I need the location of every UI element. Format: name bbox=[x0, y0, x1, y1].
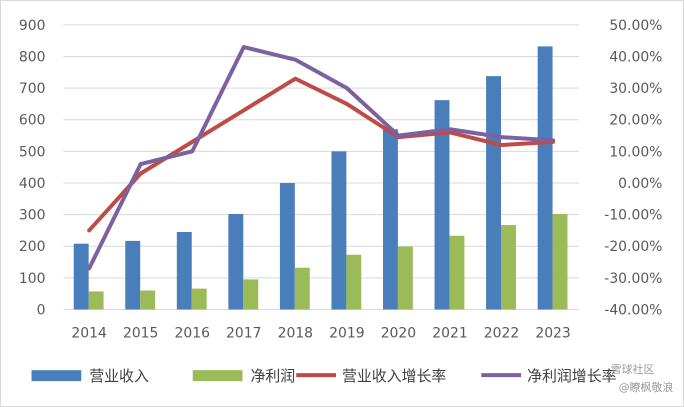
bar-net-profit bbox=[346, 254, 362, 310]
bar-net-profit bbox=[88, 291, 104, 310]
bar-series bbox=[73, 46, 568, 310]
bar-net-profit bbox=[552, 213, 568, 310]
left-axis-tick-label: 200 bbox=[19, 239, 46, 255]
bar-revenue bbox=[434, 100, 450, 310]
line-net-profit-growth bbox=[87, 45, 556, 271]
left-axis-tick-label: 400 bbox=[19, 176, 46, 192]
x-axis-tick-label: 2019 bbox=[329, 325, 364, 341]
x-axis-tick-label: 2021 bbox=[432, 325, 467, 341]
left-axis-tick-label: 600 bbox=[19, 113, 46, 129]
right-axis-tick-label: 40.00% bbox=[609, 49, 662, 65]
legend-item-net-profit-label: 净利润 bbox=[250, 367, 295, 385]
bar-net-profit bbox=[191, 288, 207, 310]
bar-net-profit bbox=[243, 279, 259, 310]
watermark-line2: @瞭枫敬浪 bbox=[619, 380, 674, 394]
bar-revenue bbox=[176, 232, 192, 310]
right-axis-tick-label: -30.00% bbox=[604, 271, 662, 287]
legend-item-revenue-growth-label: 营业收入增长率 bbox=[342, 367, 446, 385]
x-axis-tick-labels: 2014 2015 2016 2017 2018 2019 2020 2021 2022 2023 bbox=[71, 325, 570, 341]
left-axis-tick-label: 900 bbox=[19, 18, 46, 34]
watermark: 雪球社区 @瞭枫敬浪 bbox=[611, 362, 674, 394]
left-axis-tick-label: 500 bbox=[19, 144, 46, 160]
right-axis-tick-label: 10.00% bbox=[609, 144, 662, 160]
right-axis-tick-label: -10.00% bbox=[604, 208, 662, 224]
left-axis-tick-labels: 0 100 200 300 400 500 600 700 800 900 bbox=[19, 18, 46, 319]
legend: 营业收入 净利润 营业收入增长率 净利润增长率 bbox=[31, 367, 617, 385]
right-axis-tick-label: 20.00% bbox=[609, 113, 662, 129]
x-axis-tick-label: 2022 bbox=[484, 325, 519, 341]
bar-revenue bbox=[279, 182, 295, 310]
bar-revenue bbox=[125, 240, 141, 310]
bar-revenue bbox=[73, 243, 89, 310]
left-axis-tick-label: 300 bbox=[19, 208, 46, 224]
bar-revenue bbox=[228, 213, 244, 310]
legend-item-net-profit-swatch bbox=[192, 370, 243, 382]
legend-item-net-profit-growth-label: 净利润增长率 bbox=[527, 367, 617, 385]
right-axis-tick-label: 30.00% bbox=[609, 81, 662, 97]
left-axis-tick-label: 0 bbox=[37, 302, 46, 318]
bar-net-profit bbox=[449, 235, 465, 310]
right-axis-tick-label: 50.00% bbox=[609, 18, 662, 34]
bar-revenue bbox=[486, 76, 502, 310]
right-axis-tick-labels: -40.00% -30.00% -20.00% -10.00% 0.00% 10.00% 2… bbox=[604, 18, 662, 319]
bar-net-profit bbox=[501, 225, 516, 310]
left-axis-tick-label: 700 bbox=[19, 81, 46, 97]
left-axis-tick-label: 800 bbox=[19, 49, 46, 65]
watermark-line1: 雪球社区 bbox=[611, 362, 655, 376]
gridlines bbox=[63, 24, 579, 310]
x-axis-tick-label: 2023 bbox=[535, 325, 570, 341]
x-axis-tick-label: 2016 bbox=[175, 325, 210, 341]
legend-item-revenue-label: 营业收入 bbox=[89, 367, 149, 385]
x-axis-tick-label: 2020 bbox=[381, 325, 416, 341]
line-series bbox=[87, 45, 556, 271]
bar-revenue bbox=[331, 151, 347, 310]
bar-net-profit bbox=[294, 267, 310, 310]
x-axis-tick-label: 2015 bbox=[123, 325, 158, 341]
x-axis-tick-label: 2018 bbox=[278, 325, 313, 341]
legend-item-revenue-swatch bbox=[31, 370, 82, 382]
x-axis-tick-label: 2017 bbox=[226, 325, 261, 341]
line-revenue-growth bbox=[87, 76, 556, 233]
x-axis-tick-label: 2014 bbox=[71, 325, 107, 341]
right-axis-tick-label: 0.00% bbox=[618, 176, 662, 192]
bar-revenue bbox=[537, 46, 553, 310]
bar-net-profit bbox=[397, 246, 413, 310]
right-axis-tick-label: -40.00% bbox=[604, 302, 662, 318]
bar-net-profit bbox=[140, 290, 156, 310]
left-axis-tick-label: 100 bbox=[19, 271, 46, 287]
right-axis-tick-label: -20.00% bbox=[604, 239, 662, 255]
bar-revenue bbox=[382, 129, 398, 310]
